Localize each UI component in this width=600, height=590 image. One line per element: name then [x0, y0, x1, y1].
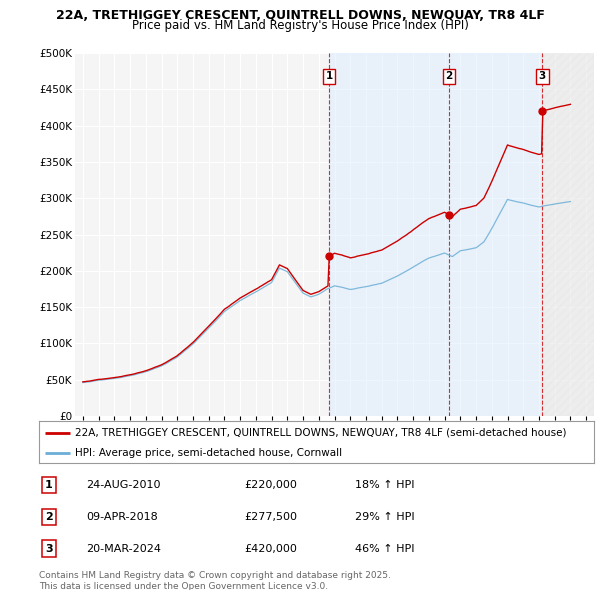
Text: Contains HM Land Registry data © Crown copyright and database right 2025.
This d: Contains HM Land Registry data © Crown c… — [39, 571, 391, 590]
Text: 46% ↑ HPI: 46% ↑ HPI — [355, 543, 415, 553]
Bar — [329, 53, 542, 416]
Text: 29% ↑ HPI: 29% ↑ HPI — [355, 512, 415, 522]
Text: 09-APR-2018: 09-APR-2018 — [86, 512, 158, 522]
Text: 3: 3 — [45, 543, 53, 553]
Text: £220,000: £220,000 — [244, 480, 297, 490]
Text: £420,000: £420,000 — [244, 543, 297, 553]
Text: 3: 3 — [539, 71, 546, 81]
Text: Price paid vs. HM Land Registry's House Price Index (HPI): Price paid vs. HM Land Registry's House … — [131, 19, 469, 32]
Text: 2: 2 — [45, 512, 53, 522]
Text: 2: 2 — [445, 71, 452, 81]
Text: 20-MAR-2024: 20-MAR-2024 — [86, 543, 161, 553]
Text: HPI: Average price, semi-detached house, Cornwall: HPI: Average price, semi-detached house,… — [75, 448, 342, 457]
Bar — [542, 53, 594, 416]
Text: 22A, TRETHIGGEY CRESCENT, QUINTRELL DOWNS, NEWQUAY, TR8 4LF: 22A, TRETHIGGEY CRESCENT, QUINTRELL DOWN… — [56, 9, 544, 22]
Text: 18% ↑ HPI: 18% ↑ HPI — [355, 480, 415, 490]
Text: 1: 1 — [325, 71, 332, 81]
Text: 22A, TRETHIGGEY CRESCENT, QUINTRELL DOWNS, NEWQUAY, TR8 4LF (semi-detached house: 22A, TRETHIGGEY CRESCENT, QUINTRELL DOWN… — [75, 428, 566, 438]
Text: 24-AUG-2010: 24-AUG-2010 — [86, 480, 161, 490]
Text: £277,500: £277,500 — [244, 512, 298, 522]
Text: 1: 1 — [45, 480, 53, 490]
